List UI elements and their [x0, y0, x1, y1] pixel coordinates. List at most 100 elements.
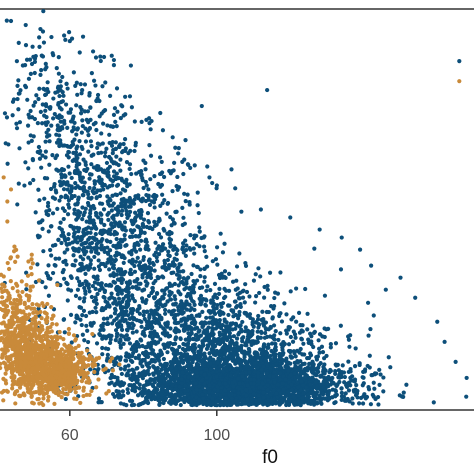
data-point [232, 299, 238, 304]
data-point [272, 369, 277, 375]
data-point [130, 330, 135, 335]
data-point [200, 392, 205, 397]
data-point [124, 354, 130, 359]
data-point [210, 298, 215, 303]
data-point [139, 238, 144, 243]
data-point [105, 194, 110, 199]
data-point [196, 358, 201, 363]
data-point [145, 211, 151, 216]
data-point [197, 225, 202, 230]
data-point [343, 391, 348, 396]
data-point [247, 294, 252, 299]
data-point [221, 295, 227, 301]
data-point [309, 398, 314, 403]
data-point [136, 353, 142, 358]
data-point [162, 174, 167, 180]
data-point [87, 185, 92, 191]
data-point [163, 333, 168, 338]
data-point [96, 150, 101, 156]
data-point [165, 201, 170, 206]
data-point [240, 336, 245, 341]
data-point [371, 313, 376, 318]
data-point [135, 276, 140, 282]
data-point [156, 219, 161, 224]
data-point [26, 166, 31, 171]
data-point [318, 398, 323, 403]
data-point [129, 271, 134, 276]
data-point [73, 247, 78, 252]
data-point [140, 351, 146, 356]
data-point [173, 326, 178, 331]
data-point [122, 220, 128, 225]
data-point [357, 362, 362, 368]
data-point [366, 387, 372, 392]
data-point [252, 361, 257, 366]
data-point [110, 265, 116, 270]
data-point [244, 339, 250, 344]
data-point [127, 166, 132, 172]
data-point [86, 133, 91, 138]
data-point [367, 353, 372, 358]
data-point [55, 206, 60, 212]
data-point [211, 336, 217, 341]
data-point [40, 226, 45, 232]
data-point [296, 399, 301, 404]
data-point [231, 356, 236, 361]
data-point [207, 308, 212, 314]
data-point [61, 317, 66, 322]
data-point [138, 227, 143, 232]
data-point [157, 155, 163, 160]
data-point [15, 96, 20, 102]
data-point [256, 313, 261, 319]
data-point [146, 197, 151, 202]
data-point [222, 241, 227, 246]
data-point [142, 333, 147, 338]
data-point [299, 336, 304, 341]
data-point [223, 396, 229, 401]
data-point [168, 360, 173, 365]
data-point [251, 278, 257, 283]
data-point [350, 401, 355, 406]
data-point [207, 383, 212, 388]
data-point [188, 165, 193, 171]
data-point [101, 207, 107, 212]
data-point [150, 341, 155, 346]
data-point [42, 196, 47, 201]
data-point [286, 342, 292, 347]
data-point [74, 132, 79, 137]
data-point [179, 308, 184, 313]
data-point [167, 232, 172, 237]
data-point [184, 294, 189, 299]
data-point [183, 238, 188, 243]
data-point [210, 315, 215, 320]
data-point [122, 311, 127, 316]
data-point [368, 402, 373, 407]
data-point [374, 371, 379, 376]
data-point [137, 386, 142, 391]
data-point [61, 276, 67, 281]
data-point [152, 205, 157, 210]
data-point [88, 139, 94, 144]
data-point [212, 281, 218, 286]
data-point [144, 243, 149, 249]
data-point [173, 387, 178, 392]
data-point [290, 339, 296, 344]
data-point [314, 355, 319, 360]
data-point [386, 355, 391, 360]
data-point [219, 271, 224, 276]
data-point [105, 212, 110, 217]
data-point [198, 274, 203, 279]
data-point [105, 173, 110, 179]
data-point [111, 57, 117, 63]
data-point [116, 381, 121, 387]
data-point [184, 398, 189, 403]
data-point [190, 346, 196, 351]
data-point [163, 361, 168, 366]
data-point [125, 215, 130, 221]
data-point [62, 330, 67, 335]
data-point [127, 341, 133, 346]
data-point [207, 334, 212, 339]
data-point [346, 337, 352, 342]
data-point [155, 391, 160, 396]
data-point [135, 255, 140, 260]
